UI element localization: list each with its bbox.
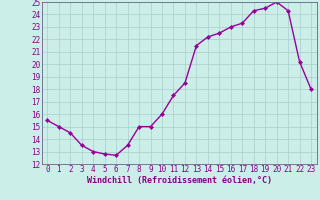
- X-axis label: Windchill (Refroidissement éolien,°C): Windchill (Refroidissement éolien,°C): [87, 176, 272, 185]
